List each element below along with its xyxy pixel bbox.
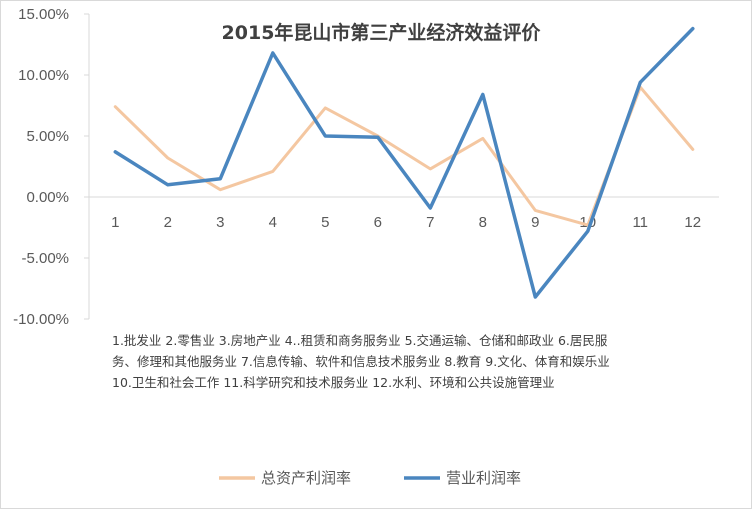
x-tick-label: 3 xyxy=(216,214,224,231)
y-tick-label: 5.00% xyxy=(26,128,69,145)
series-line-2 xyxy=(113,26,695,299)
x-tick-label: 1 xyxy=(111,214,119,231)
y-tick-label: -10.00% xyxy=(13,311,69,328)
y-tick-label: 10.00% xyxy=(18,67,69,84)
legend-label: 总资产利润率 xyxy=(261,469,351,487)
x-tick-label: 2 xyxy=(164,214,172,231)
category-note-line: 10.卫生和社会工作 11.科学研究和技术服务业 12.水利、环境和公共设施管理… xyxy=(112,375,555,390)
category-note-line: 务、修理和其他服务业 7.信息传输、软件和信息技术服务业 8.教育 9.文化、体… xyxy=(112,354,610,369)
legend: 总资产利润率 营业利润率 xyxy=(219,469,521,487)
x-tick-label: 5 xyxy=(321,214,329,231)
series-layer xyxy=(113,26,695,299)
x-tick-label: 9 xyxy=(531,214,539,231)
x-tick-label: 11 xyxy=(632,214,648,231)
y-tick-label: 15.00% xyxy=(18,6,69,23)
y-tick-label: 0.00% xyxy=(26,189,69,206)
x-tick-label: 12 xyxy=(684,214,701,231)
chart-title: 2015年昆山市第三产业经济效益评价 xyxy=(222,21,542,44)
y-tick-label: -5.00% xyxy=(21,250,69,267)
x-tick-label: 4 xyxy=(269,214,277,231)
x-tick-label: 8 xyxy=(479,214,487,231)
legend-label: 营业利润率 xyxy=(446,469,521,487)
axis-layer: 15.00%10.00%5.00%0.00%-5.00%-10.00%1 2 3 4 5… xyxy=(13,6,719,328)
category-note: 1.批发业 2.零售业 3.房地产业 4..租赁和商务服务业 5.交通运输、仓储… xyxy=(112,333,610,390)
category-note-line: 1.批发业 2.零售业 3.房地产业 4..租赁和商务服务业 5.交通运输、仓储… xyxy=(112,333,608,348)
x-tick-label: 7 xyxy=(426,214,434,231)
series-line-1 xyxy=(113,85,695,227)
x-tick-label: 6 xyxy=(374,214,382,231)
